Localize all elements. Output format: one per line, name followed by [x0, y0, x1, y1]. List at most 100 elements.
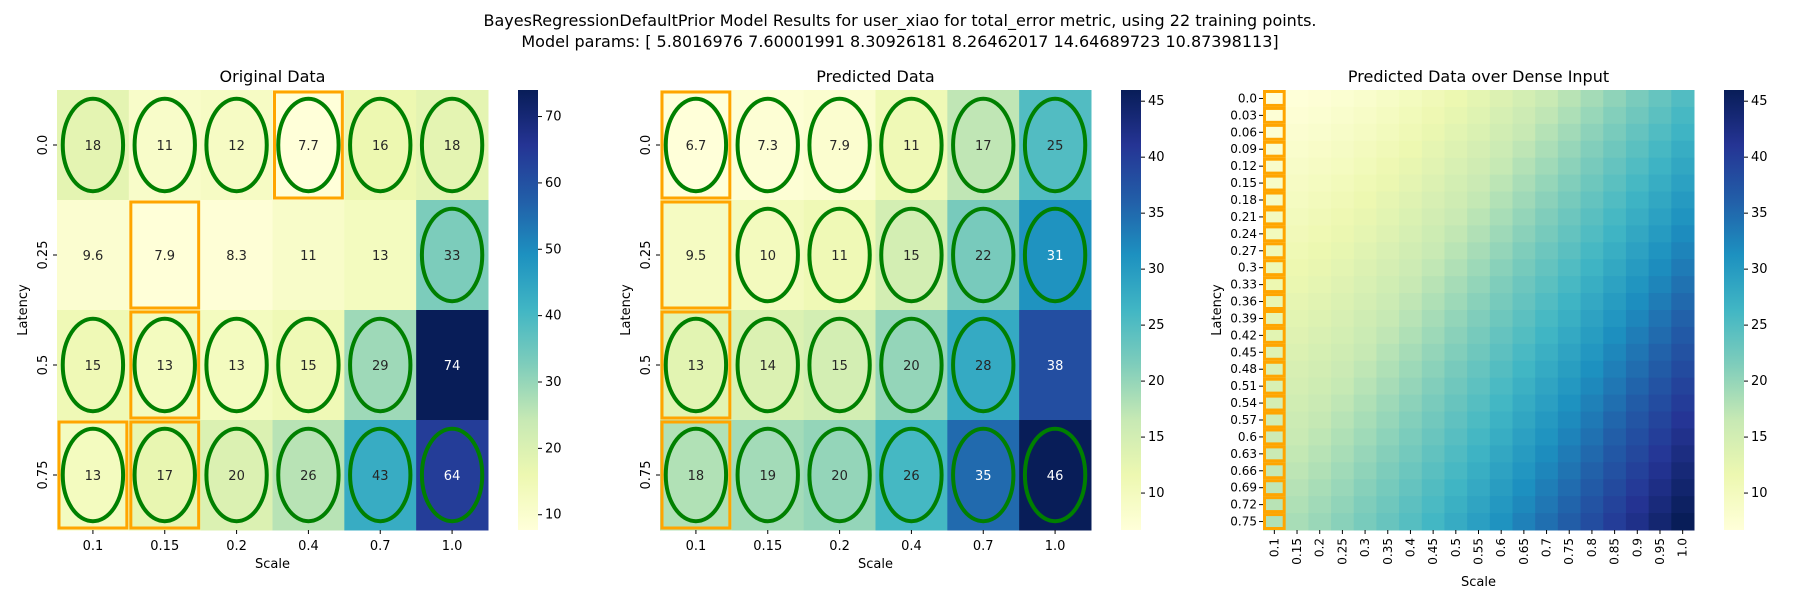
heatmap-cell	[1557, 462, 1582, 480]
heatmap-cell	[1399, 496, 1423, 514]
heatmap-cell	[1489, 445, 1514, 463]
heatmap-cell	[1444, 123, 1468, 142]
heatmap-cell	[1285, 445, 1309, 463]
heatmap-cell	[1489, 377, 1514, 396]
selected-cell-box	[1263, 479, 1286, 497]
colorbar-tick-label: 20	[1148, 374, 1165, 389]
heatmap-cell	[1019, 420, 1092, 531]
train-point-marker	[348, 316, 413, 414]
heatmap-cell	[1285, 106, 1309, 125]
heatmap-cell	[1512, 242, 1536, 260]
heatmap-cell	[1399, 174, 1423, 193]
heatmap-cell	[1467, 191, 1491, 209]
heatmap-cell	[1557, 428, 1582, 446]
y-tick-label: 0.75	[1230, 515, 1257, 529]
heatmap-cell	[1557, 360, 1582, 379]
heatmap-cell	[1444, 140, 1468, 159]
cell-value-label: 17	[975, 139, 992, 154]
train-point-marker	[204, 426, 269, 524]
cell-value-label: 10	[759, 249, 776, 264]
heatmap-cell	[1444, 225, 1468, 243]
heatmap-cell	[1444, 276, 1468, 294]
heatmap-cell	[1331, 445, 1355, 463]
heatmap-cell	[1285, 90, 1309, 108]
heatmap-cell	[1444, 360, 1468, 379]
heatmap-cell	[1512, 225, 1536, 243]
heatmap-cell	[1353, 123, 1377, 142]
heatmap-cell	[1467, 157, 1491, 176]
heatmap-cell	[1285, 208, 1309, 226]
heatmap-cell	[1648, 326, 1672, 345]
heatmap-cell	[1580, 276, 1604, 294]
heatmap-cell	[1467, 360, 1491, 379]
heatmap-cell	[1603, 225, 1627, 243]
heatmap-cell	[1671, 479, 1695, 497]
heatmap-cell	[344, 420, 417, 531]
heatmap-cell	[1489, 293, 1514, 311]
heatmap-cell	[1671, 462, 1695, 480]
heatmap-cell	[1489, 462, 1514, 480]
y-tick-label: 0.42	[1230, 328, 1257, 342]
cell-value-label: 14	[759, 359, 776, 374]
heatmap-cell	[1331, 90, 1355, 108]
heatmap-cell	[1625, 310, 1650, 328]
heatmap-cell	[1467, 394, 1491, 413]
heatmap-cell	[660, 420, 733, 531]
heatmap-cell	[1331, 293, 1355, 311]
cell-value-label: 15	[85, 359, 102, 374]
heatmap-cell	[1399, 242, 1423, 260]
cell-value-label: 18	[85, 139, 102, 154]
heatmap-cell	[1353, 293, 1377, 311]
heatmap-cell	[1444, 310, 1468, 328]
heatmap-cell	[1557, 343, 1582, 362]
heatmap-cell	[1308, 496, 1332, 514]
heatmap-cell	[1421, 411, 1445, 429]
heatmap-cell	[1019, 310, 1092, 421]
heatmap-cell	[1285, 326, 1309, 345]
heatmap-cell	[1467, 445, 1491, 463]
colorbar-tick-label: 35	[1148, 206, 1165, 221]
heatmap-cell	[1625, 360, 1650, 379]
cell-value-label: 64	[444, 469, 461, 484]
heatmap-cell	[1535, 394, 1559, 413]
heatmap-cell	[1671, 360, 1695, 379]
heatmap-cell	[1399, 123, 1423, 142]
heatmap-cell	[1376, 174, 1400, 193]
heatmap-cell	[1444, 479, 1468, 497]
heatmap-cell	[1671, 123, 1695, 142]
y-tick-label: 0.48	[1230, 362, 1257, 376]
heatmap-cell	[1580, 191, 1604, 209]
selected-cell-box	[1263, 377, 1286, 395]
heatmap-cell	[1489, 479, 1514, 497]
heatmap-cell	[1421, 310, 1445, 328]
y-tick-label: 0.25	[36, 241, 51, 270]
heatmap-cell	[1467, 225, 1491, 243]
heatmap-cell	[1263, 513, 1287, 531]
selected-cell-box	[273, 90, 344, 200]
heatmap-cell	[1512, 157, 1536, 176]
heatmap-cell	[1512, 106, 1536, 125]
colorbar-tick-label: 20	[1751, 374, 1768, 389]
panel-title: Original Data	[220, 67, 326, 86]
heatmap-cell	[1648, 106, 1672, 125]
y-tick-label: 0.6	[1238, 430, 1257, 444]
heatmap-cell	[1263, 293, 1287, 311]
selected-cell-box	[1263, 445, 1286, 463]
train-point-marker	[807, 206, 872, 304]
heatmap-cell	[1399, 343, 1423, 362]
heatmap-cell	[1625, 90, 1650, 108]
heatmap-cell	[1353, 106, 1377, 125]
heatmap-cell	[1557, 411, 1582, 429]
heatmap-cell	[1399, 157, 1423, 176]
heatmap-cell	[1580, 445, 1604, 463]
y-tick-label: 0.21	[1230, 210, 1257, 224]
colorbar-tick-label: 30	[1751, 262, 1768, 277]
heatmap-cell	[1648, 191, 1672, 209]
heatmap-cell	[1399, 293, 1423, 311]
heatmap-cell	[1625, 276, 1650, 294]
heatmap-cell	[1535, 377, 1559, 396]
heatmap-cell	[803, 200, 876, 311]
heatmap-cell	[1625, 343, 1650, 362]
heatmap-cell	[1489, 310, 1514, 328]
train-point-marker	[132, 316, 197, 414]
